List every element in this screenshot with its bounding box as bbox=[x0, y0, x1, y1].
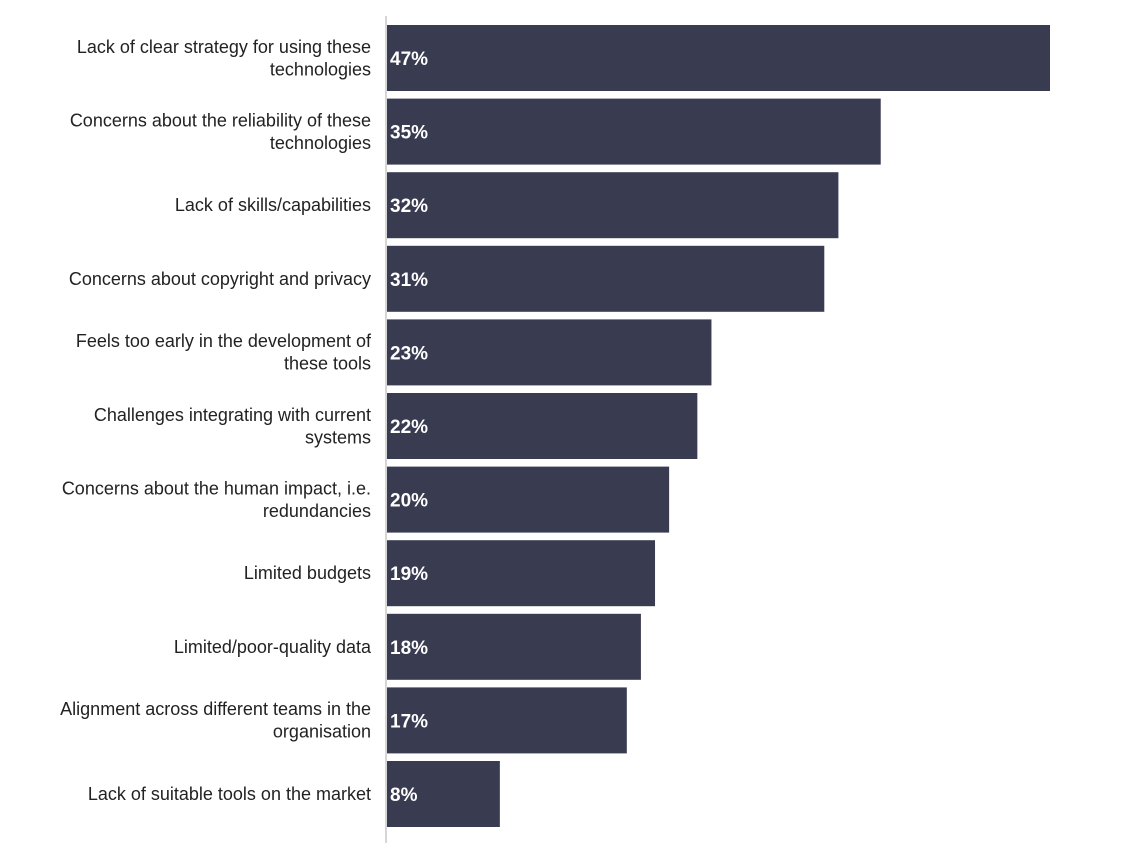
category-label-line: Concerns about the human impact, i.e. bbox=[62, 478, 371, 498]
category-label: Limited budgets bbox=[244, 563, 371, 583]
category-label-line: technologies bbox=[270, 59, 371, 79]
bars-group bbox=[387, 25, 1050, 827]
bar bbox=[387, 761, 500, 827]
category-label-line: Concerns about copyright and privacy bbox=[69, 269, 371, 289]
category-label-line: Lack of clear strategy for using these bbox=[77, 37, 371, 57]
category-label-line: these tools bbox=[284, 354, 371, 374]
bar-value-label: 18% bbox=[390, 638, 428, 659]
bar bbox=[387, 172, 839, 239]
category-label: Alignment across different teams in the o… bbox=[60, 699, 371, 742]
category-label-line: Lack of skills/capabilities bbox=[175, 195, 371, 215]
category-label: Feels too early in the development of the… bbox=[76, 331, 372, 374]
category-label: Lack of clear strategy for using these te… bbox=[77, 37, 371, 80]
category-labels-group: Lack of clear strategy for using these te… bbox=[60, 37, 372, 804]
category-label-line: Lack of suitable tools on the market bbox=[88, 784, 371, 804]
category-label: Lack of skills/capabilities bbox=[175, 195, 371, 215]
bar-value-label: 19% bbox=[390, 564, 428, 585]
bar-value-label: 17% bbox=[390, 711, 428, 732]
bar-value-label: 35% bbox=[390, 123, 428, 144]
bar-value-label: 32% bbox=[390, 196, 428, 217]
category-label-line: technologies bbox=[270, 133, 371, 153]
bar-value-label: 23% bbox=[390, 343, 428, 364]
category-label: Concerns about copyright and privacy bbox=[69, 269, 371, 289]
category-label: Concerns about the reliability of these t… bbox=[70, 110, 371, 153]
bar-value-label: 31% bbox=[390, 270, 428, 291]
bar bbox=[387, 687, 627, 754]
bar bbox=[387, 466, 670, 533]
bar-value-label: 20% bbox=[390, 491, 428, 512]
category-label-line: Alignment across different teams in the bbox=[60, 699, 371, 719]
category-label-line: Limited budgets bbox=[244, 563, 371, 583]
value-labels-group: 47% 35% 32% 31% 23% 22% 20% 19% 18% 17% 8% bbox=[390, 49, 428, 806]
bar bbox=[387, 393, 698, 459]
bar bbox=[387, 245, 825, 312]
category-label: Limited/poor-quality data bbox=[174, 637, 372, 657]
category-label-line: Challenges integrating with current bbox=[94, 405, 371, 425]
category-label-line: systems bbox=[305, 427, 371, 447]
bar-value-label: 22% bbox=[390, 417, 428, 438]
category-label-line: Feels too early in the development of bbox=[76, 331, 372, 351]
bar-value-label: 8% bbox=[390, 785, 418, 806]
category-label: Challenges integrating with current syste… bbox=[94, 405, 371, 448]
bar bbox=[387, 540, 656, 607]
bar bbox=[387, 613, 641, 680]
bar-value-label: 47% bbox=[390, 49, 428, 70]
category-label-line: Concerns about the reliability of these bbox=[70, 110, 371, 130]
bar bbox=[387, 25, 1050, 91]
category-label-line: organisation bbox=[273, 722, 371, 742]
category-label: Lack of suitable tools on the market bbox=[88, 784, 371, 804]
category-label-line: Limited/poor-quality data bbox=[174, 637, 372, 657]
bar bbox=[387, 319, 712, 386]
bar bbox=[387, 98, 881, 165]
category-label-line: redundancies bbox=[263, 501, 371, 521]
category-label: Concerns about the human impact, i.e. red… bbox=[62, 478, 371, 520]
